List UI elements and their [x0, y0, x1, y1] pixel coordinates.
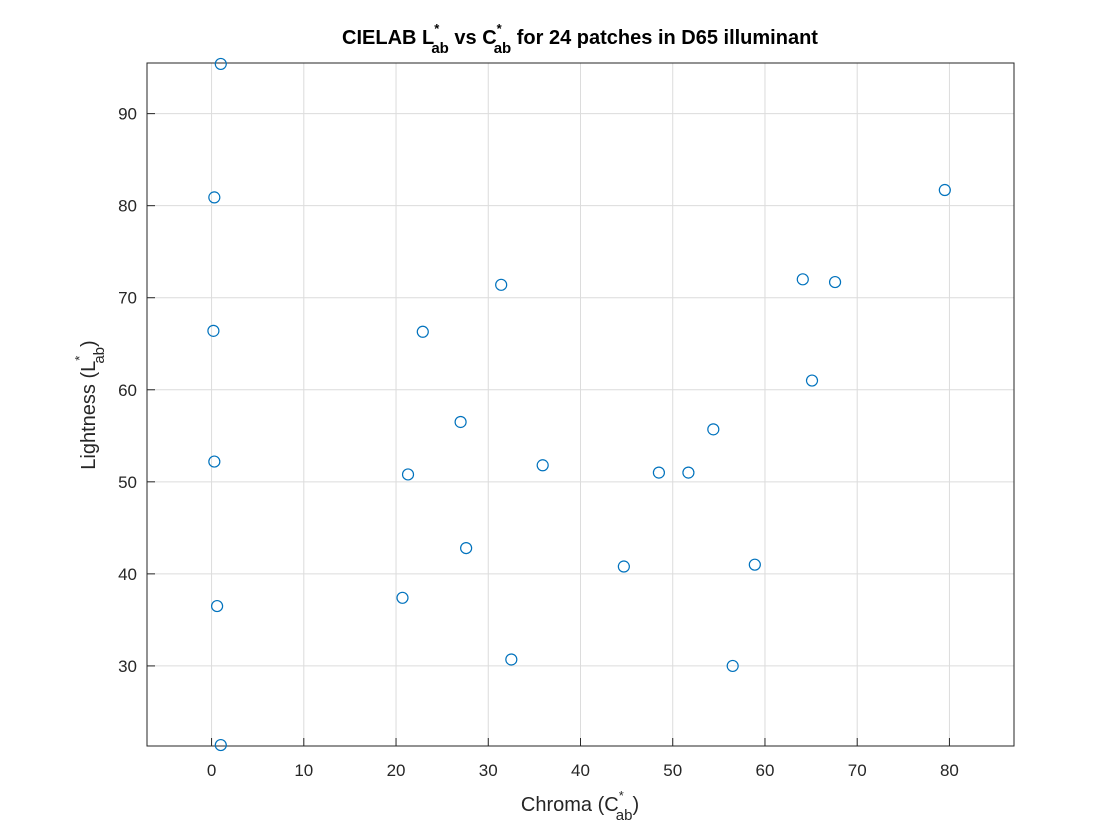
y-tick-label: 80: [118, 197, 137, 216]
data-point: [210, 599, 224, 613]
data-point: [396, 591, 409, 604]
tick-marks: 0 10 20 30 40 50 60 70 80 30 40 50 60 70 80 90: [118, 105, 959, 780]
data-points: [207, 57, 951, 752]
y-tick-label: 50: [118, 473, 137, 492]
data-point: [652, 466, 665, 479]
y-axis-label: Lightness (L* ab): [72, 340, 108, 469]
data-point: [460, 541, 473, 555]
y-tick-label: 90: [118, 105, 137, 124]
data-point: [682, 466, 695, 479]
data-point: [214, 57, 227, 71]
data-point: [617, 560, 630, 573]
data-point: [796, 273, 809, 286]
data-point: [748, 558, 761, 571]
y-tick-label: 40: [118, 565, 137, 584]
data-point: [495, 278, 508, 291]
data-point: [454, 415, 467, 429]
data-point: [416, 325, 429, 338]
x-tick-label: 0: [207, 761, 216, 780]
chart-title: CIELAB L* ab vs C* ab for 24 patches in D6…: [342, 21, 818, 57]
grid-lines: [147, 63, 1014, 746]
x-tick-label: 30: [479, 761, 498, 780]
data-point: [805, 374, 819, 387]
data-point: [828, 275, 842, 289]
data-point: [505, 653, 518, 666]
data-point: [707, 423, 720, 436]
x-tick-label: 40: [571, 761, 590, 780]
x-tick-label: 70: [848, 761, 867, 780]
data-point: [536, 459, 549, 472]
x-tick-label: 10: [294, 761, 313, 780]
y-tick-label: 60: [118, 381, 137, 400]
data-point: [401, 468, 415, 481]
y-tick-label: 70: [118, 289, 137, 308]
x-tick-label: 20: [387, 761, 406, 780]
x-tick-label: 60: [756, 761, 775, 780]
y-tick-label: 30: [118, 657, 137, 676]
data-point: [207, 324, 220, 337]
data-point: [214, 738, 227, 752]
data-point: [208, 191, 221, 204]
data-point: [726, 659, 739, 673]
data-point: [938, 183, 951, 197]
x-tick-label: 80: [940, 761, 959, 780]
data-point: [208, 455, 221, 468]
x-tick-label: 50: [663, 761, 682, 780]
x-axis-label: Chroma (C* ab): [521, 788, 639, 824]
